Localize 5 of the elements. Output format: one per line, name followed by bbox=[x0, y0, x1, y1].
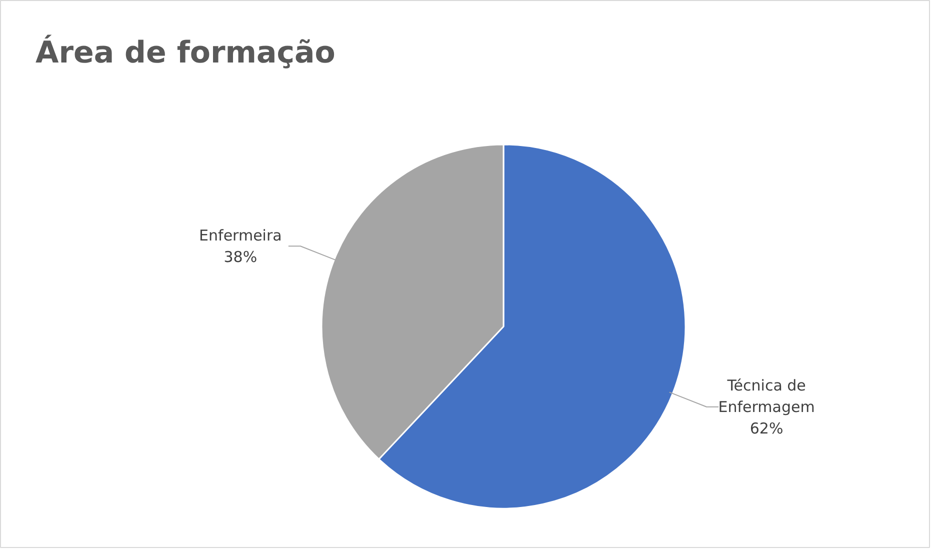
slice-label: Enfermeira bbox=[199, 226, 282, 244]
data-label: 38% bbox=[224, 248, 258, 266]
data-label: 62% bbox=[750, 420, 784, 438]
chart-title: Área de formação bbox=[36, 34, 336, 70]
slice-label: Técnica de Enfermagem bbox=[718, 376, 815, 416]
